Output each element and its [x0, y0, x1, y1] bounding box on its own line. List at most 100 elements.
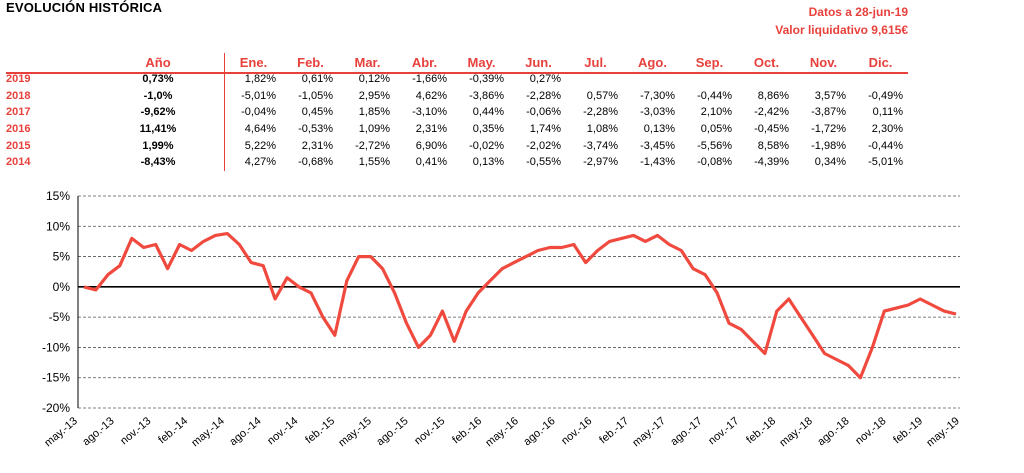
row-annual-return: 1,99% [92, 137, 225, 154]
month-return: -0,53% [298, 123, 333, 136]
row-annual-return: 11,41% [92, 120, 225, 138]
month-return: -0,39% [469, 73, 504, 86]
header-month: Abr. [411, 54, 438, 70]
x-tick-label: ago.-18 [815, 415, 851, 448]
x-tick-label: may.-14 [189, 415, 227, 449]
x-tick-label: nov.-14 [265, 415, 300, 447]
row-year: 2014 [6, 156, 31, 169]
month-return: -1,72% [811, 123, 846, 136]
month-return: 0,12% [358, 73, 390, 86]
month-return: 8,58% [757, 139, 789, 152]
month-return: -0,44% [868, 139, 903, 152]
month-return: 2,10% [700, 106, 732, 119]
x-tick-label: nov.-16 [559, 415, 594, 447]
month-return: 6,90% [415, 139, 447, 152]
month-return: -1,05% [298, 89, 333, 102]
header-month: Ago. [638, 54, 667, 70]
y-tick-label: 5% [53, 250, 71, 264]
month-return: -1,43% [640, 156, 675, 169]
x-tick-label: may.-19 [924, 415, 962, 449]
table-row: 2019 0,73% 1,82% 0,61% 0,12% -1,66% -0,39% 0,27… [6, 71, 909, 88]
month-return: -0,44% [697, 89, 732, 102]
row-annual-return: 0,73% [92, 71, 225, 88]
row-year: 2019 [6, 73, 31, 86]
month-return: -1,66% [412, 73, 447, 86]
month-return: 4,64% [244, 123, 276, 136]
table-row: 2015 1,99% 5,22% 2,31% -2,72% 6,90% -0,02% -2,0… [6, 137, 909, 154]
x-tick-label: may.-17 [630, 415, 668, 449]
month-return: 2,95% [358, 89, 390, 102]
month-return: 0,44% [472, 106, 504, 119]
month-return: -0,04% [241, 106, 276, 119]
header-month: Dic. [868, 54, 893, 70]
grid [78, 195, 960, 409]
y-tick-label: -20% [42, 401, 70, 415]
row-annual-return: -8,43% [92, 153, 225, 171]
y-tick-label: -5% [49, 310, 71, 324]
x-tick-label: may.-18 [777, 415, 815, 449]
x-tick-label: ago.-16 [521, 415, 557, 448]
x-tick-label: ago.-13 [80, 415, 116, 448]
header-annual: Año [92, 53, 225, 71]
y-tick-label: 0% [53, 280, 71, 294]
month-return: -7,30% [640, 89, 675, 102]
month-return: -2,28% [526, 89, 561, 102]
month-return: -0,49% [868, 89, 903, 102]
x-tick-label: feb.-18 [744, 415, 778, 446]
month-return: -3,87% [811, 106, 846, 119]
x-tick-label: ago.-15 [374, 415, 410, 448]
x-tick-label: feb.-16 [450, 415, 484, 446]
nav-value: Valor liquidativo 9,615€ [775, 23, 908, 37]
historical-evolution-chart: 15% 10% 5% 0% -5% -10% -15% -20% may.-13 ago.-13… [42, 189, 962, 449]
table-header-row: Año Ene. Feb. Mar. Abr. May. Jun. Jul. Ago. Sep. O… [6, 53, 909, 71]
month-return: -2,97% [583, 156, 618, 169]
header-month: May. [467, 54, 496, 70]
chart-title: EVOLUCIÓN HISTÓRICA [6, 0, 163, 15]
header-month: Feb. [297, 54, 324, 70]
month-return: 1,82% [244, 73, 276, 86]
y-axis: 15% 10% 5% 0% -5% -10% -15% -20% [42, 189, 79, 415]
month-return: 0,13% [643, 123, 675, 136]
month-return: -2,42% [754, 106, 789, 119]
table-row: 2017 -9,62% -0,04% 0,45% 1,85% -3,10% 0,44% -0,… [6, 104, 909, 121]
header-year-col [6, 53, 92, 71]
table-row: 2018 -1,0% -5,01% -1,05% 2,95% 4,62% -3,86% -2,… [6, 87, 909, 105]
header-month: Mar. [354, 54, 381, 70]
month-return: -0,06% [526, 106, 561, 119]
month-return: 4,62% [415, 89, 447, 102]
month-return: -2,72% [355, 139, 390, 152]
x-tick-label: feb.-17 [597, 415, 631, 446]
x-tick-label: nov.-13 [118, 415, 153, 447]
data-date: Datos a 28-jun-19 [808, 5, 908, 19]
series-group [83, 231, 957, 380]
y-tick-label: -10% [42, 340, 70, 354]
month-return: -0,68% [298, 156, 333, 169]
x-tick-label: ago.-17 [668, 415, 704, 448]
month-return: -3,45% [640, 139, 675, 152]
header-underline [6, 72, 908, 74]
month-return: -0,02% [469, 139, 504, 152]
month-return: 2,30% [871, 123, 903, 136]
x-axis: may.-13 ago.-13 nov.-13 feb.-14 may.-14 ago.-… [42, 415, 962, 449]
month-return: -3,10% [412, 106, 447, 119]
month-return: 0,57% [586, 89, 618, 102]
y-tick-label: 10% [46, 219, 70, 233]
month-return: -3,74% [583, 139, 618, 152]
table-row: 2016 11,41% 4,64% -0,53% 1,09% 2,31% 0,35% 1,74… [6, 120, 909, 138]
y-tick-label: -15% [42, 371, 70, 385]
row-year: 2017 [6, 106, 31, 119]
month-return: 8,86% [757, 89, 789, 102]
month-return: -2,02% [526, 139, 561, 152]
header-month: Ene. [239, 54, 268, 70]
month-return: -0,45% [754, 123, 789, 136]
month-return: -3,03% [640, 106, 675, 119]
month-return: 1,09% [358, 123, 390, 136]
x-tick-label: may.-16 [483, 415, 521, 449]
month-return: 1,74% [529, 123, 561, 136]
row-year: 2016 [6, 123, 31, 136]
table-body: 2019 0,73% 1,82% 0,61% 0,12% -1,66% -0,39% 0,27… [6, 71, 909, 171]
y-tick-label: 15% [46, 189, 70, 203]
month-return: 0,13% [472, 156, 504, 169]
row-annual-return: -1,0% [92, 87, 225, 105]
month-return: -0,55% [526, 156, 561, 169]
